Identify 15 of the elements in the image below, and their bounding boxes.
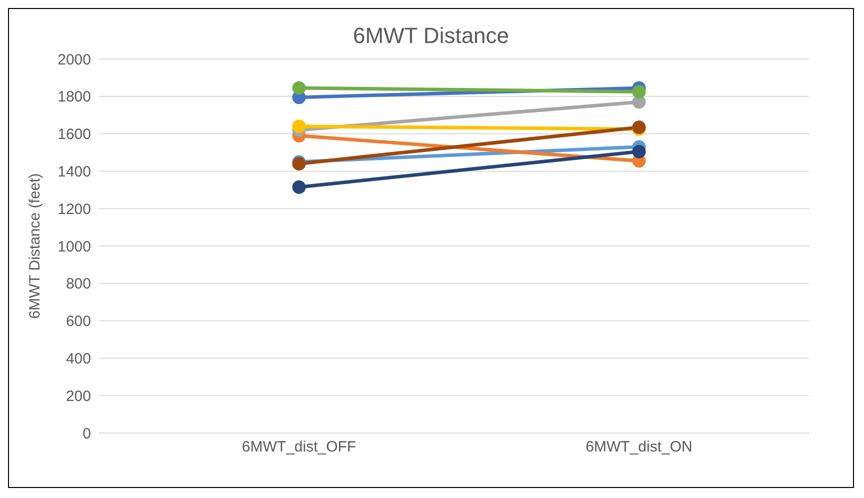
y-tick-label: 1400 (58, 164, 91, 181)
y-tick-label: 1200 (58, 200, 91, 218)
y-tick-label: 400 (66, 350, 91, 368)
y-tick-label: 200 (66, 388, 91, 405)
y-axis-title: 6MWT Distance (feet) (26, 173, 44, 319)
y-tick-label: 1600 (58, 126, 91, 144)
y-tick-label: 1000 (58, 238, 91, 256)
x-tick-label: 6MWT_dist_ON (586, 438, 692, 456)
y-tick-label: 600 (66, 313, 91, 330)
y-tick-label: 800 (66, 276, 91, 293)
y-tick-label: 1800 (58, 88, 91, 106)
y-tick-label: 0 (82, 425, 91, 442)
y-tick-label: 2000 (58, 51, 91, 68)
chart-title: 6MWT Distance (352, 22, 510, 50)
x-tick-label: 6MWT_dist_OFF (242, 438, 356, 456)
